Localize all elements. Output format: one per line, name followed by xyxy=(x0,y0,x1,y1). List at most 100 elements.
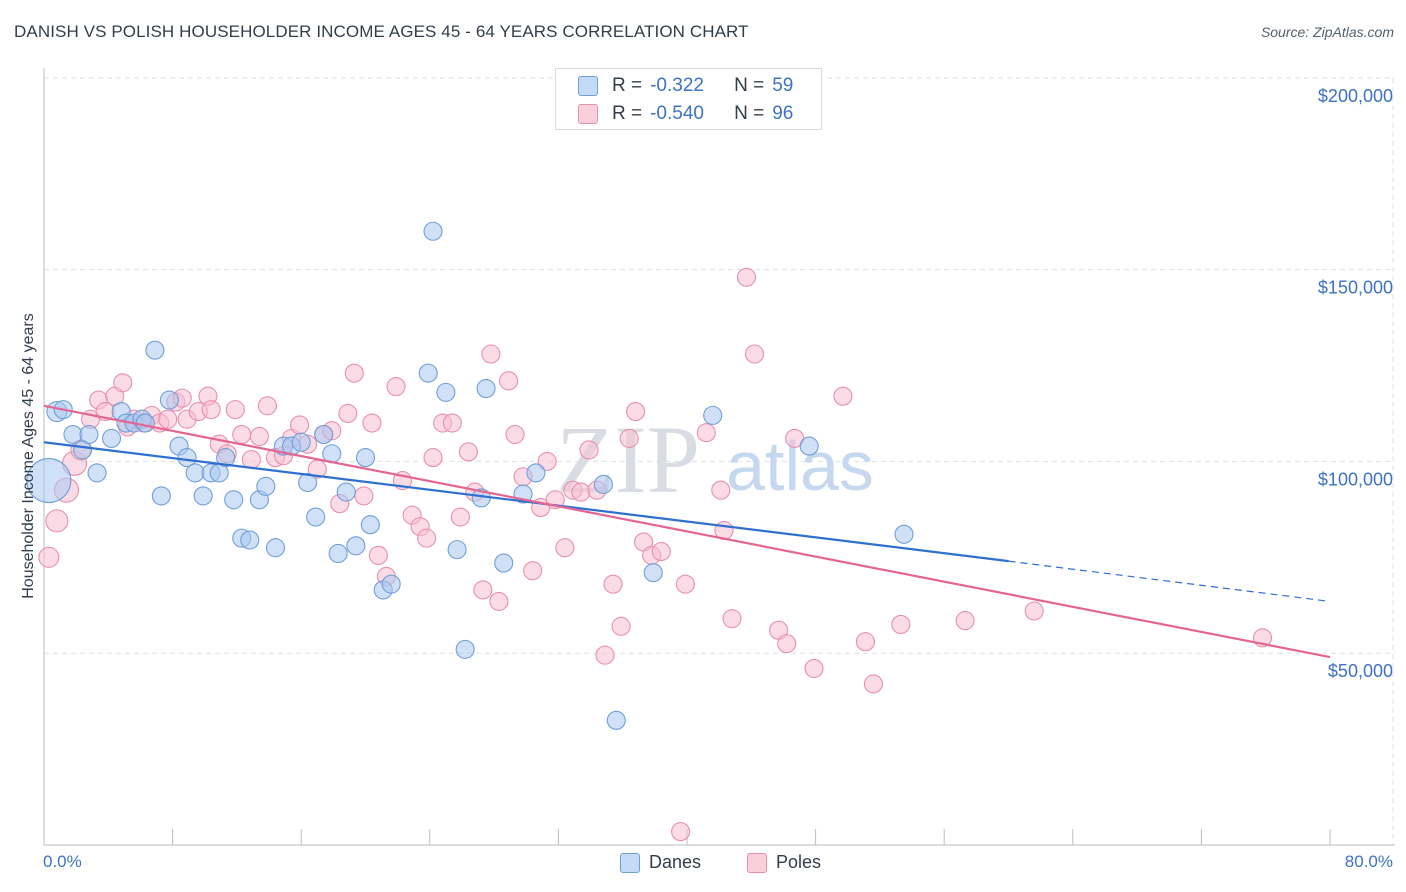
poles-point xyxy=(555,538,575,558)
danes-point xyxy=(423,221,443,241)
poles-point xyxy=(232,425,252,445)
danes-point xyxy=(593,474,613,494)
danes-point xyxy=(26,458,72,504)
series-poles xyxy=(38,267,1273,842)
danes-point xyxy=(643,563,663,583)
danes-point xyxy=(185,463,205,483)
danes-point xyxy=(151,486,171,506)
danes-point xyxy=(159,390,179,410)
danes-point xyxy=(79,425,99,445)
danes-point xyxy=(224,490,244,510)
poles-point xyxy=(489,591,509,611)
poles-point xyxy=(442,413,462,433)
poles-swatch xyxy=(578,104,598,124)
poles-point xyxy=(481,344,501,364)
poles-point xyxy=(290,415,310,435)
poles-point xyxy=(423,448,443,468)
axes xyxy=(43,68,1395,846)
bottom-legend: Danes Poles xyxy=(620,852,821,873)
danes-point xyxy=(336,482,356,502)
poles-point xyxy=(417,528,437,548)
poles-legend-swatch xyxy=(747,852,768,873)
y-axis-label: Householder Income Ages 45 - 64 years xyxy=(20,313,37,599)
danes-point xyxy=(314,425,334,445)
legend-label-poles: Poles xyxy=(776,852,822,872)
poles-point xyxy=(611,616,631,636)
r-label: R = xyxy=(612,75,643,96)
danes-point xyxy=(177,448,197,468)
poles-point xyxy=(344,363,364,383)
poles-point xyxy=(891,614,911,634)
danes-point xyxy=(240,530,260,550)
poles-point xyxy=(338,403,358,424)
poles-point xyxy=(671,822,691,842)
danes-point xyxy=(145,340,165,360)
poles-point xyxy=(450,507,470,527)
poles-point xyxy=(651,542,671,562)
danes-point xyxy=(526,463,546,483)
poles-point xyxy=(537,451,557,471)
y-tick-label: $100,000 xyxy=(1318,469,1393,489)
poles-point xyxy=(201,400,221,420)
poles-point xyxy=(711,480,731,500)
danes-point xyxy=(894,524,914,544)
danes-point xyxy=(216,448,236,468)
danes-point xyxy=(381,574,401,594)
poles-point xyxy=(362,413,382,433)
danes-point xyxy=(101,428,122,448)
danes-point xyxy=(328,543,348,564)
poles-point xyxy=(675,574,695,594)
danes-point xyxy=(360,515,380,535)
poles-point xyxy=(1024,601,1044,621)
poles-point xyxy=(257,396,277,416)
danes-point xyxy=(418,363,438,383)
y-tick-labels: $50,000 $100,000 $150,000 $200,000 xyxy=(1318,86,1393,681)
danes-point xyxy=(87,463,107,483)
poles-point xyxy=(249,426,269,447)
danes-point xyxy=(447,540,467,560)
poles-point xyxy=(722,609,742,629)
poles-point xyxy=(777,634,797,654)
poles-point xyxy=(863,674,884,694)
stats-row-poles: R = -0.540 N = 96 xyxy=(578,102,793,126)
r-label: R = xyxy=(612,103,643,124)
danes-point xyxy=(494,553,514,573)
poles-point xyxy=(833,386,853,406)
poles-point xyxy=(619,428,639,448)
danes-point xyxy=(306,507,326,527)
poles-point xyxy=(595,645,615,665)
poles-point xyxy=(626,401,646,422)
n-label: N = xyxy=(734,75,765,96)
danes-point xyxy=(455,639,475,659)
danes-point xyxy=(291,432,311,452)
poles-point xyxy=(744,344,765,364)
poles-point xyxy=(736,267,757,287)
legend-item-danes[interactable]: Danes xyxy=(620,852,701,873)
poles-point xyxy=(368,545,388,565)
poles-point xyxy=(38,546,60,568)
danes-point xyxy=(799,436,819,456)
source-label: Source: ZipAtlas.com xyxy=(1260,24,1394,40)
poles-trend-line xyxy=(43,404,1331,659)
danes-trend-line xyxy=(43,441,1009,563)
poles-point xyxy=(45,509,69,533)
poles-point xyxy=(473,580,493,600)
poles-point xyxy=(225,400,245,420)
y-tick-label: $50,000 xyxy=(1328,661,1393,681)
poles-point xyxy=(386,377,406,397)
poles-point xyxy=(855,632,875,652)
legend-item-poles[interactable]: Poles xyxy=(747,852,821,873)
legend-label-danes: Danes xyxy=(649,852,702,872)
poles-point xyxy=(113,373,133,393)
danes-legend-swatch xyxy=(620,852,640,873)
stats-row-danes: R = -0.322 N = 59 xyxy=(578,74,793,98)
danes-point xyxy=(703,405,723,425)
y-tick-label: $200,000 xyxy=(1318,86,1393,106)
danes-point xyxy=(193,486,213,506)
poles-point xyxy=(579,440,599,460)
poles-point xyxy=(505,425,525,445)
poles-point xyxy=(696,423,716,443)
y-tick-label: $150,000 xyxy=(1318,278,1393,298)
danes-point xyxy=(63,425,83,445)
